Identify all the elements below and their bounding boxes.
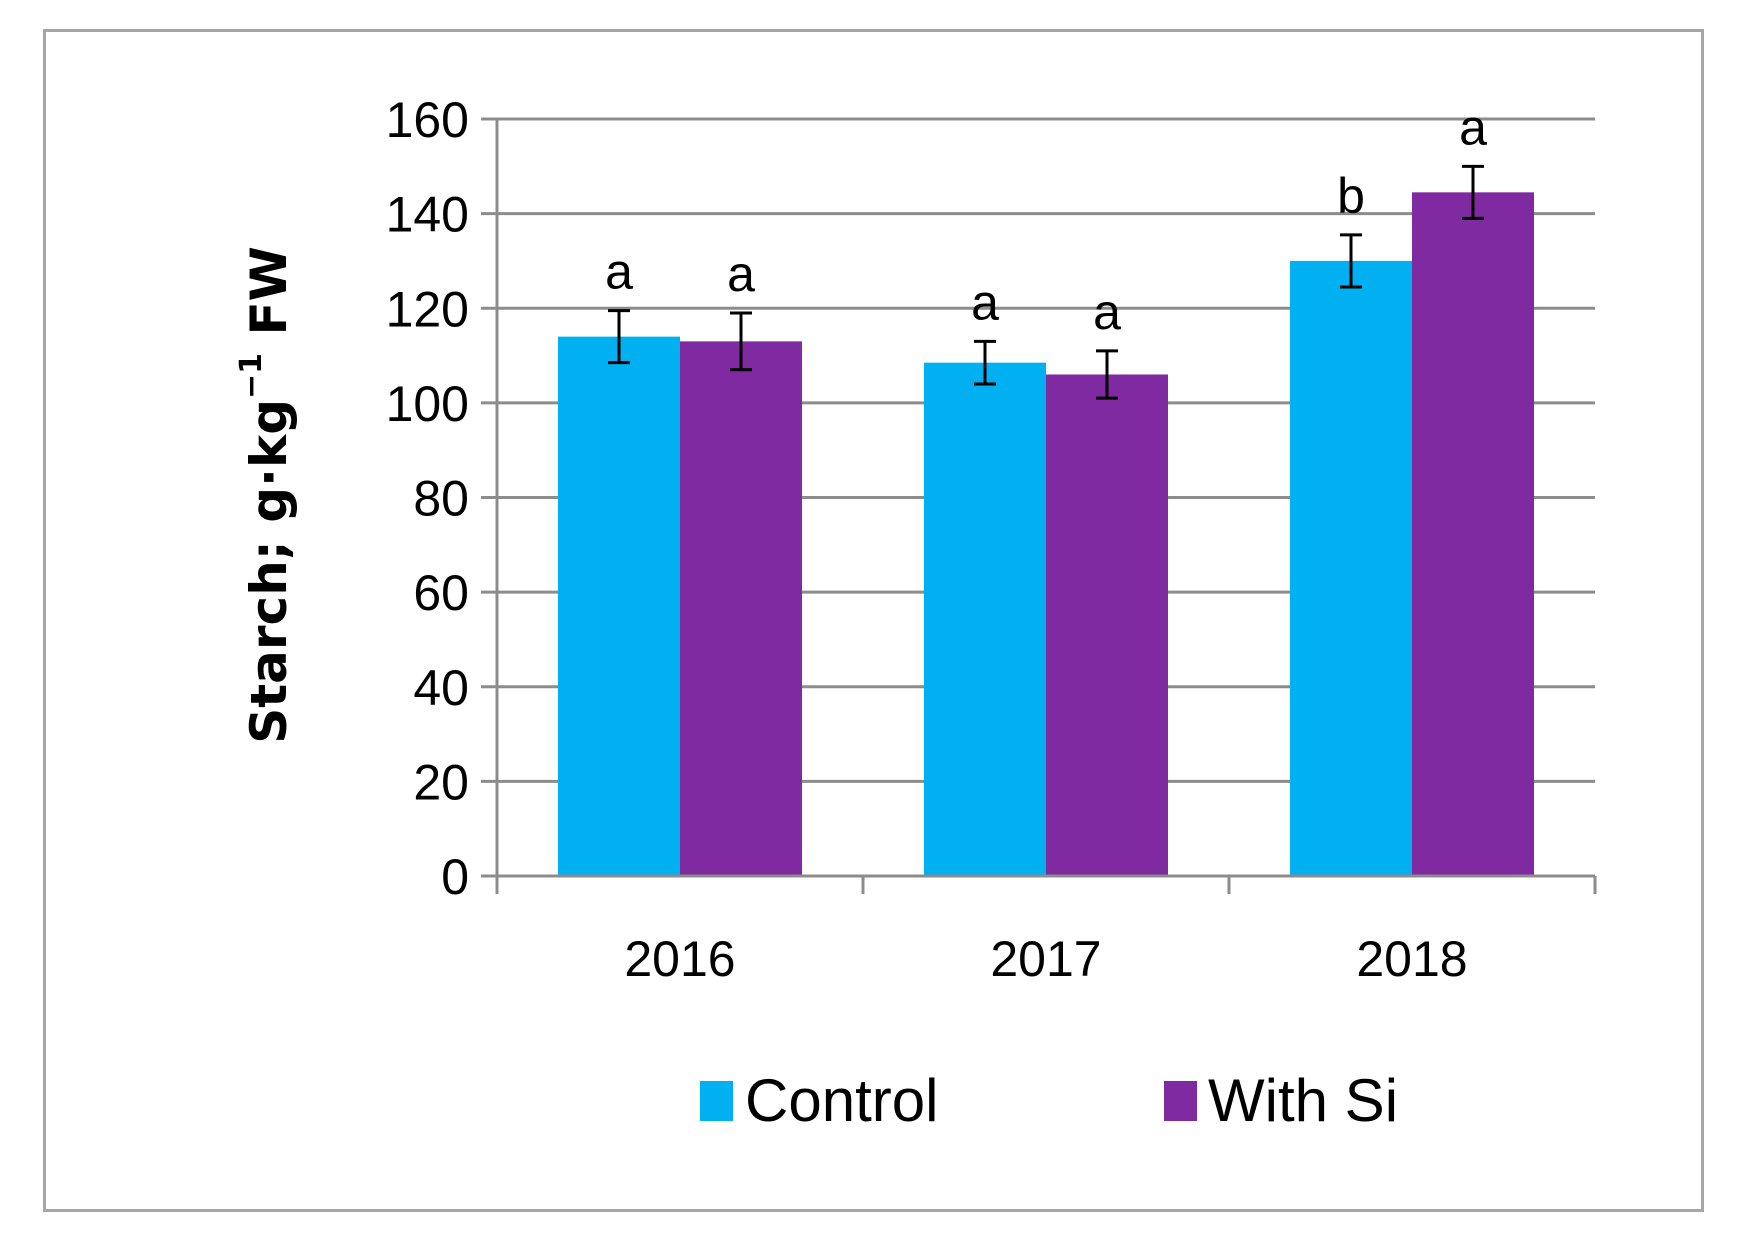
- y-tick-label-40: 40: [413, 660, 469, 716]
- significance-label-with-si-2018: a: [1459, 99, 1487, 155]
- significance-label-with-si-2017: a: [1093, 284, 1121, 340]
- error-bar-control-2016: [608, 309, 630, 365]
- legend: Control With Si: [700, 1067, 1398, 1134]
- y-tick-label-140: 140: [386, 187, 469, 243]
- y-tick-label-120: 120: [386, 281, 469, 337]
- x-tick-label-2017: 2017: [990, 931, 1101, 987]
- labels: 0 20 40 60 80 100 120 140 160 a a 2016 a a 2017 b a 2018: [386, 92, 1488, 987]
- legend-label-with-si: With Si: [1208, 1067, 1398, 1134]
- significance-label-with-si-2016: a: [727, 246, 755, 302]
- y-tick-label-80: 80: [413, 471, 469, 527]
- bars: [558, 164, 1534, 877]
- legend-label-control: Control: [745, 1067, 938, 1134]
- bar-control-2018: [1290, 260, 1412, 876]
- significance-label-control-2018: b: [1337, 168, 1365, 224]
- bar-control-2016: [558, 336, 680, 876]
- y-axis-label: Starch; g·kg−1 FW: [234, 246, 298, 744]
- y-tick-label-0: 0: [441, 849, 469, 905]
- error-bar-with-si-2018: [1462, 164, 1484, 220]
- legend-swatch-with-si: [1164, 1081, 1197, 1121]
- x-tick-label-2018: 2018: [1356, 931, 1467, 987]
- error-bar-control-2017: [974, 339, 996, 386]
- y-tick-label-100: 100: [386, 376, 469, 432]
- error-bar-control-2018: [1340, 233, 1362, 289]
- bar-with-si-2017: [1046, 374, 1168, 876]
- bar-with-si-2016: [680, 341, 802, 876]
- x-tick-label-2016: 2016: [624, 931, 735, 987]
- y-tick-label-60: 60: [413, 565, 469, 621]
- bar-control-2017: [924, 362, 1046, 876]
- significance-label-control-2017: a: [971, 274, 999, 330]
- bar-with-si-2018: [1412, 192, 1534, 877]
- y-tick-label-20: 20: [413, 754, 469, 810]
- axes: [481, 117, 1597, 894]
- error-bar-with-si-2016: [730, 311, 752, 372]
- error-bar-with-si-2017: [1096, 349, 1118, 400]
- significance-label-control-2016: a: [605, 244, 633, 300]
- y-tick-label-160: 160: [386, 92, 469, 148]
- legend-swatch-control: [700, 1081, 733, 1121]
